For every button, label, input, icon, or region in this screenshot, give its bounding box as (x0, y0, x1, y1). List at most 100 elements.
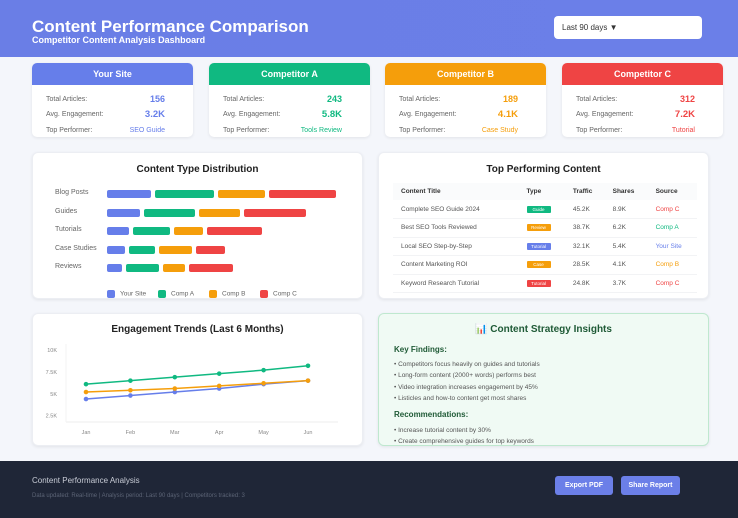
y-tick-label: 2.5K (46, 414, 58, 420)
top-performer: Case Study (481, 127, 518, 134)
x-tick-label: Jan (82, 430, 91, 436)
panel-title: Top Performing Content (486, 164, 601, 175)
page-subtitle: Competitor Content Analysis Dashboard (32, 35, 206, 45)
finding-item: • Long-form content (2000+ words) perfor… (394, 372, 536, 380)
bar-your-site (107, 264, 122, 272)
source: Comp C (647, 200, 697, 219)
legend-swatch (209, 290, 217, 298)
content-title: Best SEO Tools Reviewed (393, 218, 519, 238)
finding-item: • Listicles and how-to content get most … (394, 394, 527, 402)
legend-item: Comp C (260, 290, 297, 298)
x-tick-label: Apr (215, 430, 224, 436)
data-point (172, 389, 178, 395)
engagement-value: 7.2K (674, 109, 695, 120)
column-header: Source (647, 183, 697, 200)
y-tick-label: 5K (50, 392, 57, 398)
type-badge: Review (526, 224, 551, 232)
data-point (261, 380, 266, 386)
shares: 6.2K (604, 218, 648, 238)
data-point (128, 393, 133, 398)
articles-label: Total Articles: (223, 96, 265, 103)
table-row: Keyword Research Tutorial Tutorial 24.8K 3.… (393, 274, 697, 293)
source: Comp A (647, 218, 697, 238)
legend-label: Comp B (222, 290, 246, 298)
data-point (305, 378, 311, 383)
top-label: Top Performer: (576, 127, 623, 134)
table-row: Best SEO Tools Reviewed Review 38.7K 6.2K Co… (393, 218, 697, 238)
engagement-chart: Engagement Trends (Last 6 Months) 2.5K 5K… (32, 313, 363, 446)
bar-comp-a (133, 227, 170, 235)
bar-your-site (107, 190, 152, 198)
bar-comp-c (196, 245, 226, 254)
engagement-value: 5.8K (321, 109, 342, 120)
top-label: Top Performer: (399, 127, 446, 134)
bar-comp-c (207, 227, 263, 235)
line-chart-svg: 2.5K 5K 7.5K 10K Jan Feb Mar Apr May Jun (46, 344, 338, 436)
x-tick-label: May (258, 430, 269, 436)
bar-comp-b (173, 227, 204, 235)
engagement-label: Avg. Engagement: (46, 111, 104, 118)
legend-label: Comp A (171, 290, 195, 298)
engagement-label: Avg. Engagement: (223, 111, 281, 118)
shares: 4.1K (604, 255, 648, 275)
legend-label: Your Site (120, 290, 147, 298)
articles-value: 312 (679, 94, 695, 104)
card-header: Your Site (32, 63, 193, 85)
footer-title: Content Performance Analysis (32, 476, 140, 485)
share-report-button[interactable]: Share Report (621, 476, 680, 495)
legend-item: Comp B (209, 290, 245, 298)
engagement-label: Avg. Engagement: (576, 111, 634, 118)
series-line (85, 379, 309, 393)
card-header: Competitor A (209, 63, 370, 85)
traffic: 45.2K (564, 200, 605, 219)
bar-comp-c (269, 190, 336, 198)
articles-value: 243 (326, 94, 342, 104)
bar-comp-c (243, 208, 307, 217)
shares: 5.4K (604, 237, 648, 256)
bar-your-site (107, 227, 130, 235)
table-row: Content Marketing ROI Case 28.5K 4.1K Comp B (393, 255, 697, 275)
insights-title: Content Strategy Insights (490, 324, 612, 335)
header: Content Performance Comparison Competito… (0, 0, 738, 57)
competitor-card: Competitor A Total Articles: 243 Avg. Eng… (209, 63, 370, 137)
traffic: 24.8K (564, 274, 605, 293)
type-badge: Case (526, 261, 551, 269)
legend-item: Your Site (107, 290, 146, 298)
competitor-card: Your Site Total Articles: 156 Avg. Engage… (32, 63, 193, 137)
y-tick-label: 10K (47, 348, 57, 354)
top-content-table: Content Title Type Traffic Shares Source Com… (393, 183, 697, 293)
legend-item: Comp A (158, 290, 194, 298)
bar-comp-a (125, 264, 159, 272)
bar-comp-b (162, 264, 185, 272)
x-tick-label: Feb (126, 430, 135, 436)
bar-comp-b (199, 208, 240, 217)
x-tick-label: Jun (304, 430, 313, 436)
column-header: Shares (604, 183, 648, 200)
bar-comp-a (129, 245, 156, 254)
recommendations-heading: Recommendations: (394, 410, 469, 419)
x-tick-label: Mar (170, 430, 180, 436)
legend-label: Comp C (273, 290, 297, 298)
bar-your-site (107, 245, 126, 254)
bar-comp-b (159, 245, 193, 254)
data-point (128, 387, 133, 393)
findings-heading: Key Findings: (394, 345, 447, 354)
source: Your Site (647, 237, 697, 256)
shares: 3.7K (604, 274, 648, 293)
bar-comp-b (217, 190, 266, 198)
data-point (216, 371, 222, 376)
top-performer: Tools Review (300, 127, 342, 134)
top-performer: Tutorial (671, 127, 695, 134)
top-content-panel: Top Performing Content Content Title Type… (378, 152, 709, 299)
data-point (261, 367, 266, 373)
traffic: 28.5K (564, 255, 605, 275)
data-point (216, 383, 222, 389)
legend-swatch (158, 290, 166, 298)
export-pdf-button[interactable]: Export PDF (555, 476, 613, 495)
shares: 8.9K (604, 200, 648, 219)
category-label: Tutorials (55, 226, 82, 233)
column-header: Type (518, 183, 565, 200)
competitor-card: Competitor B Total Articles: 189 Avg. Eng… (385, 63, 546, 137)
period-dropdown[interactable]: Last 90 days ▼ (554, 16, 702, 39)
footer-meta: Data updated: Real-time | Analysis perio… (32, 493, 245, 499)
